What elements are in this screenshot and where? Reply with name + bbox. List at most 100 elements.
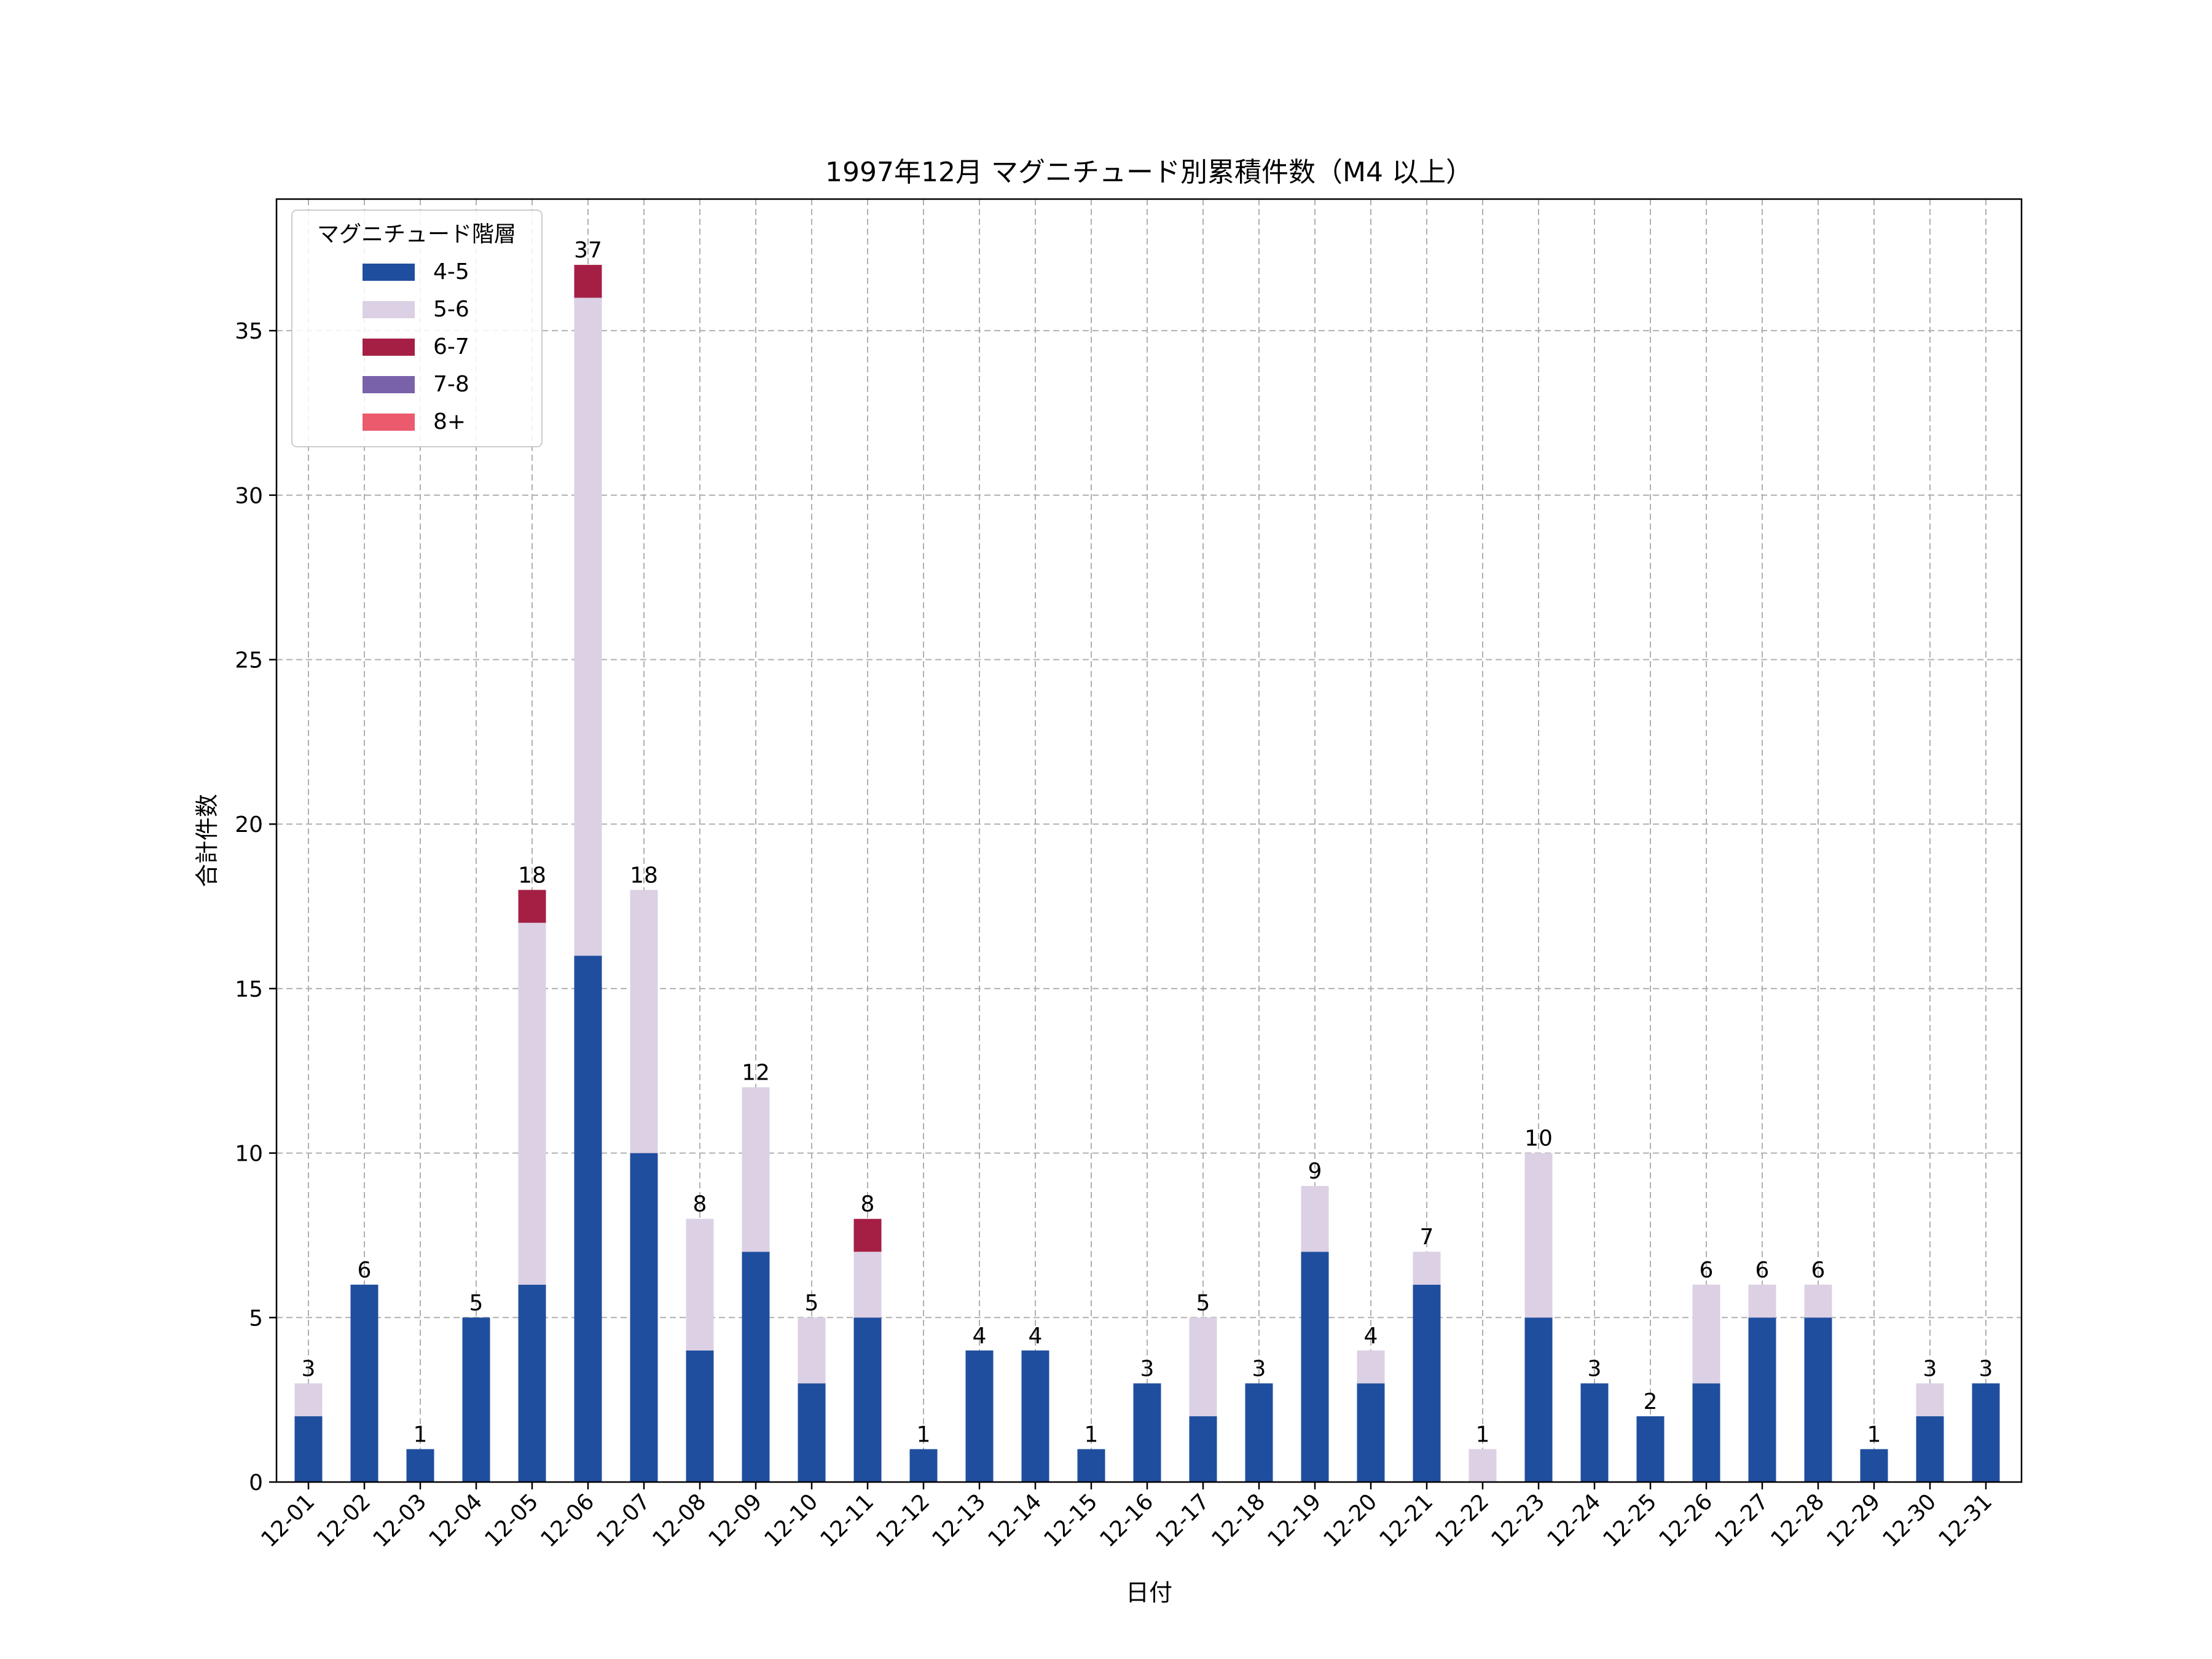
bar-total-label: 5 — [469, 1290, 484, 1316]
bar-segment — [798, 1383, 826, 1482]
bar-segment — [1357, 1350, 1385, 1384]
x-tick-label: 12-19 — [1263, 1489, 1326, 1552]
bar-total-label: 3 — [1979, 1356, 1993, 1381]
bar-total-label: 3 — [1140, 1356, 1155, 1381]
legend-swatch — [363, 414, 415, 431]
bar-total-label: 12 — [742, 1061, 770, 1086]
bar-segment — [742, 1252, 770, 1482]
bar-segment — [965, 1350, 994, 1482]
bar-total-label: 3 — [1252, 1356, 1266, 1381]
bar-total-labels: 3 6 1 5 18 37 18 8 12 5 8 1 4 4 1 3 5 3 9 4 7 1 10 3 2 6 6 6 1 3 3 — [302, 238, 1993, 1447]
bar-total-label: 1 — [917, 1422, 931, 1447]
y-tick-label: 35 — [235, 319, 263, 344]
bar-segment — [406, 1449, 434, 1482]
bar-segment — [798, 1317, 826, 1384]
y-tick-label: 0 — [249, 1470, 263, 1496]
bar-total-label: 1 — [1084, 1422, 1099, 1447]
x-tick-label: 12-18 — [1207, 1489, 1270, 1552]
x-tick-label: 12-01 — [256, 1489, 320, 1552]
x-tick-label: 12-29 — [1822, 1489, 1885, 1552]
bar-total-label: 9 — [1308, 1159, 1322, 1184]
bar-segment — [630, 1153, 658, 1482]
bar-total-label: 3 — [1923, 1356, 1937, 1381]
bar-segment — [1413, 1252, 1441, 1285]
y-axis-title: 合計件数 — [194, 794, 221, 887]
x-tick-label: 12-16 — [1095, 1489, 1158, 1552]
bar-segment — [1804, 1317, 1832, 1482]
bar-total-label: 3 — [302, 1356, 316, 1381]
bar-total-label: 4 — [1029, 1324, 1043, 1349]
bar-total-label: 1 — [1476, 1422, 1490, 1447]
bar-segment — [686, 1350, 714, 1482]
x-tick-label: 12-08 — [648, 1489, 711, 1552]
x-tick-label: 12-06 — [536, 1489, 599, 1552]
bar-segment — [294, 1416, 323, 1482]
legend-frame — [291, 210, 543, 447]
bar-segment — [350, 1284, 378, 1482]
y-tick-label: 15 — [235, 977, 263, 1002]
bar-segment — [1469, 1449, 1497, 1482]
bar-total-label: 7 — [1420, 1225, 1434, 1250]
bar-segment — [1804, 1284, 1832, 1318]
bar-segment — [686, 1218, 714, 1351]
y-tick-label: 30 — [235, 484, 263, 509]
bar-segment — [1413, 1284, 1441, 1482]
x-tick-label: 12-09 — [704, 1489, 767, 1552]
bar-segment — [1860, 1449, 1888, 1482]
bar-total-label: 18 — [518, 863, 546, 888]
legend-label: 4-5 — [433, 259, 469, 284]
bar-segment — [853, 1218, 882, 1252]
bar-segment — [1636, 1416, 1665, 1482]
bar-segment — [1077, 1449, 1105, 1482]
legend-swatch — [363, 264, 415, 281]
bar-segment — [1357, 1383, 1385, 1482]
bar-total-label: 6 — [358, 1258, 372, 1283]
x-tick-label: 12-26 — [1654, 1489, 1717, 1552]
bar-total-label: 4 — [1364, 1324, 1378, 1349]
x-tick-label: 12-10 — [759, 1489, 823, 1552]
x-tick-label: 12-12 — [871, 1489, 935, 1552]
bar-segment — [1245, 1383, 1273, 1482]
axes: 0510152025303512-0112-0212-0312-0412-051… — [235, 319, 1997, 1552]
bar-segment — [1301, 1186, 1329, 1252]
plot-frame — [275, 198, 2023, 1483]
bar-segment — [1916, 1416, 1944, 1482]
x-tick-label: 12-30 — [1878, 1489, 1941, 1552]
legend-swatch — [363, 301, 415, 318]
x-tick-label: 12-07 — [592, 1489, 655, 1552]
chart-title: 1997年12月 マグニチュード別累積件数（M4 以上） — [825, 157, 1473, 188]
legend-title: マグニチュード階層 — [317, 222, 516, 247]
legend-swatch — [363, 376, 415, 393]
bar-total-label: 3 — [1588, 1356, 1602, 1381]
bar-segment — [1189, 1416, 1217, 1482]
x-tick-label: 12-04 — [424, 1489, 487, 1552]
bar-total-label: 5 — [805, 1290, 819, 1316]
bar-segment — [853, 1252, 882, 1318]
bar-segment — [853, 1317, 882, 1482]
x-tick-label: 12-15 — [1039, 1489, 1102, 1552]
bar-segment — [518, 890, 546, 923]
bar-total-label: 4 — [973, 1324, 987, 1349]
bar-total-label: 2 — [1644, 1389, 1658, 1414]
bar-total-label: 8 — [693, 1192, 707, 1217]
bar-total-label: 10 — [1524, 1126, 1553, 1151]
bar-segment — [909, 1449, 938, 1482]
x-tick-label: 12-20 — [1319, 1489, 1382, 1552]
x-tick-label: 12-31 — [1934, 1489, 1997, 1552]
y-tick-label: 25 — [235, 648, 263, 673]
x-tick-label: 12-25 — [1598, 1489, 1661, 1552]
bar-segment — [630, 890, 658, 1153]
bar-segment — [1748, 1317, 1776, 1482]
bar-segment — [1021, 1350, 1049, 1482]
bar-segment — [1748, 1284, 1776, 1318]
bar-total-label: 37 — [574, 238, 602, 263]
bar-total-label: 1 — [414, 1422, 428, 1447]
x-tick-label: 12-13 — [927, 1489, 990, 1552]
bar-total-label: 8 — [861, 1192, 875, 1217]
bar-segment — [1301, 1252, 1329, 1482]
y-tick-label: 20 — [235, 812, 263, 837]
bars — [294, 265, 2000, 1482]
legend-label: 5-6 — [433, 297, 469, 322]
bar-total-label: 1 — [1867, 1422, 1881, 1447]
